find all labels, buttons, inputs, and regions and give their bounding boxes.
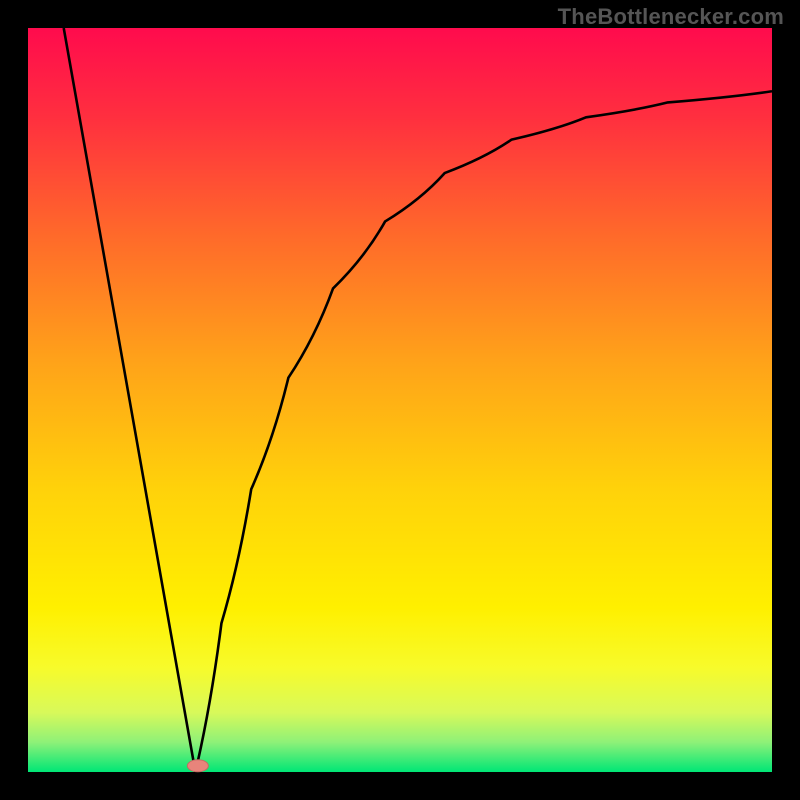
watermark-text: TheBottlenecker.com	[558, 4, 784, 30]
plot-area	[28, 28, 772, 772]
chart-frame: TheBottlenecker.com	[0, 0, 800, 800]
curve-line	[28, 28, 772, 772]
